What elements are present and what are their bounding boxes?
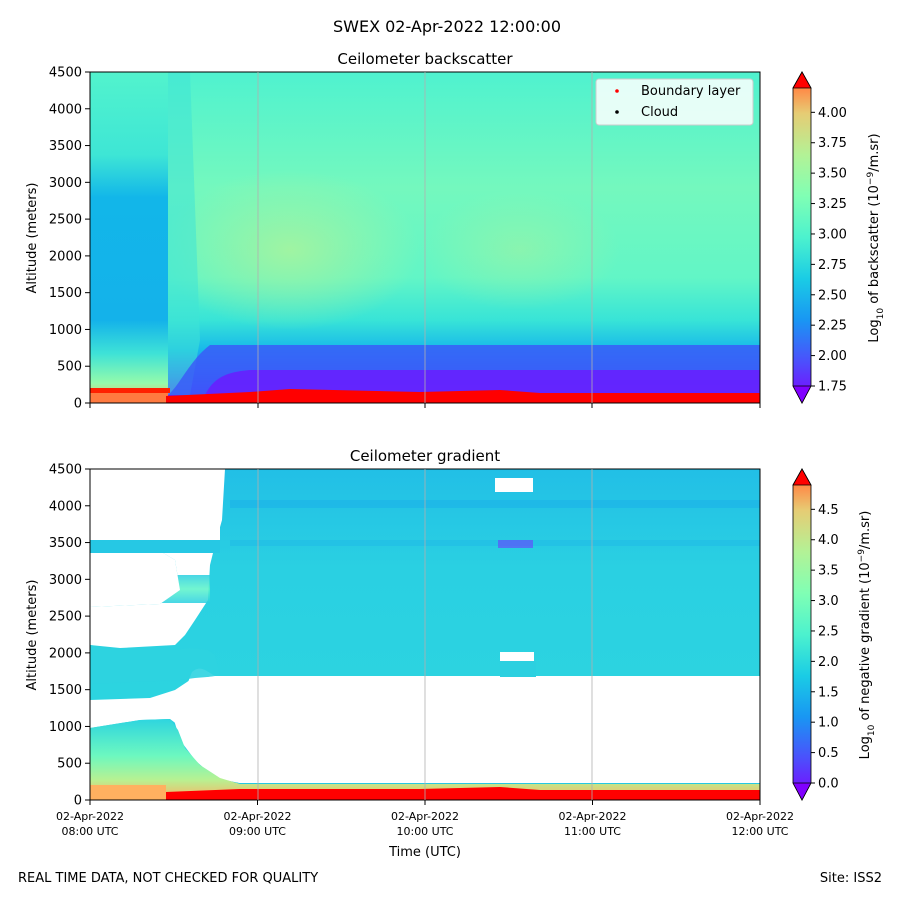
backscatter-panel: Ceilometer backscatter xyxy=(25,50,886,412)
gradient-colorbar-extend-max xyxy=(792,468,812,486)
backscatter-colorbar-tick-label: 4.00 xyxy=(818,106,847,121)
footer-site: Site: ISS2 xyxy=(820,871,882,886)
legend: Boundary layer Cloud xyxy=(595,78,754,126)
gradient-ytick-label: 4500 xyxy=(49,463,82,478)
gradient-xtick-time: 11:00 UTC xyxy=(564,825,621,838)
backscatter-xticks xyxy=(89,403,761,408)
gradient-xtick-date: 02-Apr-2022 xyxy=(726,810,794,823)
gradient-xtick-time: 09:00 UTC xyxy=(229,825,286,838)
backscatter-ytick-label: 3500 xyxy=(49,139,82,154)
gradient-ytick-label: 500 xyxy=(57,757,82,772)
gradient-xtick-time: 12:00 UTC xyxy=(731,825,788,838)
gradient-ytick-label: 3000 xyxy=(49,573,82,588)
backscatter-colorbar-extend-max xyxy=(792,71,812,89)
gradient-colorbar-extend-min xyxy=(792,782,812,801)
backscatter-ylabel: Altitude (meters) xyxy=(25,183,40,294)
gradient-colorbar-ticks: 0.0 0.5 1.0 1.5 2.0 2.5 3.0 3.5 4.0 4.5 xyxy=(811,503,839,792)
gradient-colorbar: 0.0 0.5 1.0 1.5 2.0 2.5 3.0 3.5 4.0 4.5 Log10 of … xyxy=(792,468,877,801)
gradient-ytick-label: 2500 xyxy=(49,610,82,625)
gradient-xtick-time: 08:00 UTC xyxy=(61,825,118,838)
legend-marker-boundary-layer xyxy=(615,89,619,93)
backscatter-colorbar-tick-label: 3.00 xyxy=(818,227,847,242)
backscatter-colorbar-tick-label: 3.50 xyxy=(818,167,847,182)
gradient-colorbar-tick-label: 2.5 xyxy=(818,624,839,639)
gradient-colorbar-label: Log10 of negative gradient (10−9/m.sr) xyxy=(857,511,877,760)
gradient-xtick-time: 10:00 UTC xyxy=(396,825,453,838)
backscatter-ytick-label: 4500 xyxy=(49,66,82,81)
backscatter-colorbar-bar xyxy=(792,71,812,404)
backscatter-colorbar-tick-label: 2.25 xyxy=(818,319,847,334)
backscatter-colorbar-extend-min xyxy=(792,385,812,404)
gradient-colorbar-tick-label: 4.5 xyxy=(818,503,839,518)
gradient-ytick-label: 0 xyxy=(74,794,82,809)
backscatter-ytick-label: 1000 xyxy=(49,323,82,338)
gradient-xgrid xyxy=(257,469,593,800)
gradient-ytick-label: 1500 xyxy=(49,683,82,698)
gradient-xtick-date: 02-Apr-2022 xyxy=(391,810,459,823)
legend-label-boundary-layer: Boundary layer xyxy=(641,84,741,99)
figure-title: SWEX 02-Apr-2022 12:00:00 xyxy=(333,17,561,36)
backscatter-colorbar-tick-label: 1.75 xyxy=(818,380,847,395)
gradient-title: Ceilometer gradient xyxy=(350,447,500,465)
gradient-colorbar-bar xyxy=(792,468,812,801)
backscatter-ytick-label: 2500 xyxy=(49,213,82,228)
gradient-xtick-date: 02-Apr-2022 xyxy=(558,810,626,823)
gradient-ytick-label: 2000 xyxy=(49,646,82,661)
legend-marker-cloud xyxy=(615,110,619,114)
backscatter-colorbar: 1.75 2.00 2.25 2.50 2.75 3.00 3.25 3.50 3.75 4.00… xyxy=(792,71,886,404)
backscatter-ytick-label: 4000 xyxy=(49,102,82,117)
gradient-xlabel: Time (UTC) xyxy=(388,845,461,860)
backscatter-colorbar-tick-label: 2.75 xyxy=(818,258,847,273)
gradient-colorbar-tick-label: 1.0 xyxy=(818,716,839,731)
backscatter-ytick-label: 500 xyxy=(57,360,82,375)
backscatter-xgrid xyxy=(257,72,593,403)
gradient-colorbar-tick-label: 3.0 xyxy=(818,594,839,609)
gradient-colorbar-tick-label: 3.5 xyxy=(818,564,839,579)
legend-label-cloud: Cloud xyxy=(641,105,678,120)
backscatter-colorbar-tick-label: 3.75 xyxy=(818,136,847,151)
footer-quality-note: REAL TIME DATA, NOT CHECKED FOR QUALITY xyxy=(18,871,318,886)
backscatter-ytick-label: 0 xyxy=(74,397,82,412)
legend-box xyxy=(595,78,754,126)
backscatter-colorbar-tick-label: 2.50 xyxy=(818,288,847,303)
backscatter-yaxis: 0 500 1000 1500 2000 2500 3000 3500 4000 4500 xyxy=(49,66,90,412)
gradient-ytick-label: 4000 xyxy=(49,499,82,514)
backscatter-colorbar-tick-label: 3.25 xyxy=(818,197,847,212)
gradient-colorbar-tick-label: 4.0 xyxy=(818,533,839,548)
backscatter-colorbar-label: Log10 of backscatter (10−9/m.sr) xyxy=(866,133,886,342)
gradient-colorbar-tick-label: 0.0 xyxy=(818,777,839,792)
gradient-ytick-label: 1000 xyxy=(49,720,82,735)
backscatter-ytick-label: 2000 xyxy=(49,249,82,264)
gradient-ylabel: Altitude (meters) xyxy=(25,580,40,691)
gradient-ytick-label: 3500 xyxy=(49,536,82,551)
backscatter-ytick-label: 1500 xyxy=(49,286,82,301)
gradient-xaxis: 02-Apr-2022 08:00 UTC 02-Apr-2022 09:00 UTC… xyxy=(56,800,794,838)
gradient-yaxis: 0 500 1000 1500 2000 2500 3000 3500 4000 4500 xyxy=(49,463,90,809)
gradient-colorbar-tick-label: 1.5 xyxy=(818,685,839,700)
gradient-panel: Ceilometer gradient xyxy=(25,447,877,860)
backscatter-title: Ceilometer backscatter xyxy=(337,50,513,68)
gradient-colorbar-tick-label: 0.5 xyxy=(818,746,839,761)
backscatter-ytick-label: 3000 xyxy=(49,176,82,191)
backscatter-colorbar-tick-label: 2.00 xyxy=(818,349,847,364)
gradient-xtick-date: 02-Apr-2022 xyxy=(223,810,291,823)
backscatter-colorbar-ticks: 1.75 2.00 2.25 2.50 2.75 3.00 3.25 3.50 3.75 4.00 xyxy=(811,106,847,395)
gradient-colorbar-tick-label: 2.0 xyxy=(818,655,839,670)
gradient-xtick-date: 02-Apr-2022 xyxy=(56,810,124,823)
